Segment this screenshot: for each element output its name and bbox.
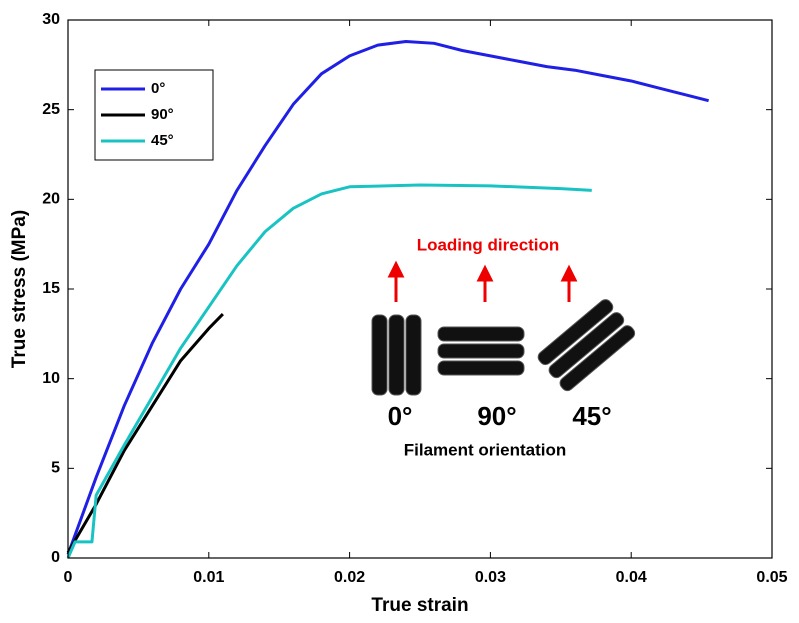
x-tick-label: 0.02 bbox=[334, 569, 365, 586]
y-tick-label: 20 bbox=[42, 191, 60, 208]
y-axis-label: True stress (MPa) bbox=[9, 210, 30, 368]
x-tick-label: 0.01 bbox=[193, 569, 224, 586]
legend-label: 45° bbox=[151, 132, 174, 149]
axes: 0 0.01 0.02 0.03 0.04 0.05 0 5 10 15 20 25 30 0° 90° 45… bbox=[42, 11, 787, 586]
x-tick-label: 0.03 bbox=[475, 569, 506, 586]
line bbox=[66, 313, 224, 554]
legend-label: 0° bbox=[151, 80, 165, 97]
y-tick-label: 25 bbox=[42, 101, 60, 118]
y-tick-label: 0 bbox=[51, 549, 60, 566]
filaments-45 bbox=[537, 299, 636, 392]
orientation-label: 90° bbox=[477, 401, 516, 431]
x-tick-label: 0.04 bbox=[616, 569, 647, 586]
orientation-label: 0° bbox=[388, 401, 413, 431]
y-tick-label: 30 bbox=[42, 11, 60, 28]
filaments-0 bbox=[371, 314, 422, 396]
loading-label: Loading direction bbox=[417, 235, 560, 254]
line bbox=[66, 183, 592, 559]
legend-label: 90° bbox=[151, 106, 174, 123]
x-tick-label: 0 bbox=[64, 569, 73, 586]
line bbox=[66, 40, 710, 555]
load-arrows bbox=[387, 260, 578, 302]
filaments-90 bbox=[437, 326, 525, 376]
caption: Filament orientation bbox=[404, 440, 566, 459]
x-axis-label: True strain bbox=[371, 595, 468, 616]
plot-frame bbox=[67, 19, 773, 559]
y-tick-label: 5 bbox=[51, 460, 60, 477]
y-tick-label: 15 bbox=[42, 280, 60, 297]
inset: Loading direction 0° 90° 45° Filament or… bbox=[358, 228, 640, 468]
x-tick-label: 0.05 bbox=[756, 569, 787, 586]
y-tick-label: 10 bbox=[42, 370, 60, 387]
orientation-label: 45° bbox=[572, 401, 611, 431]
